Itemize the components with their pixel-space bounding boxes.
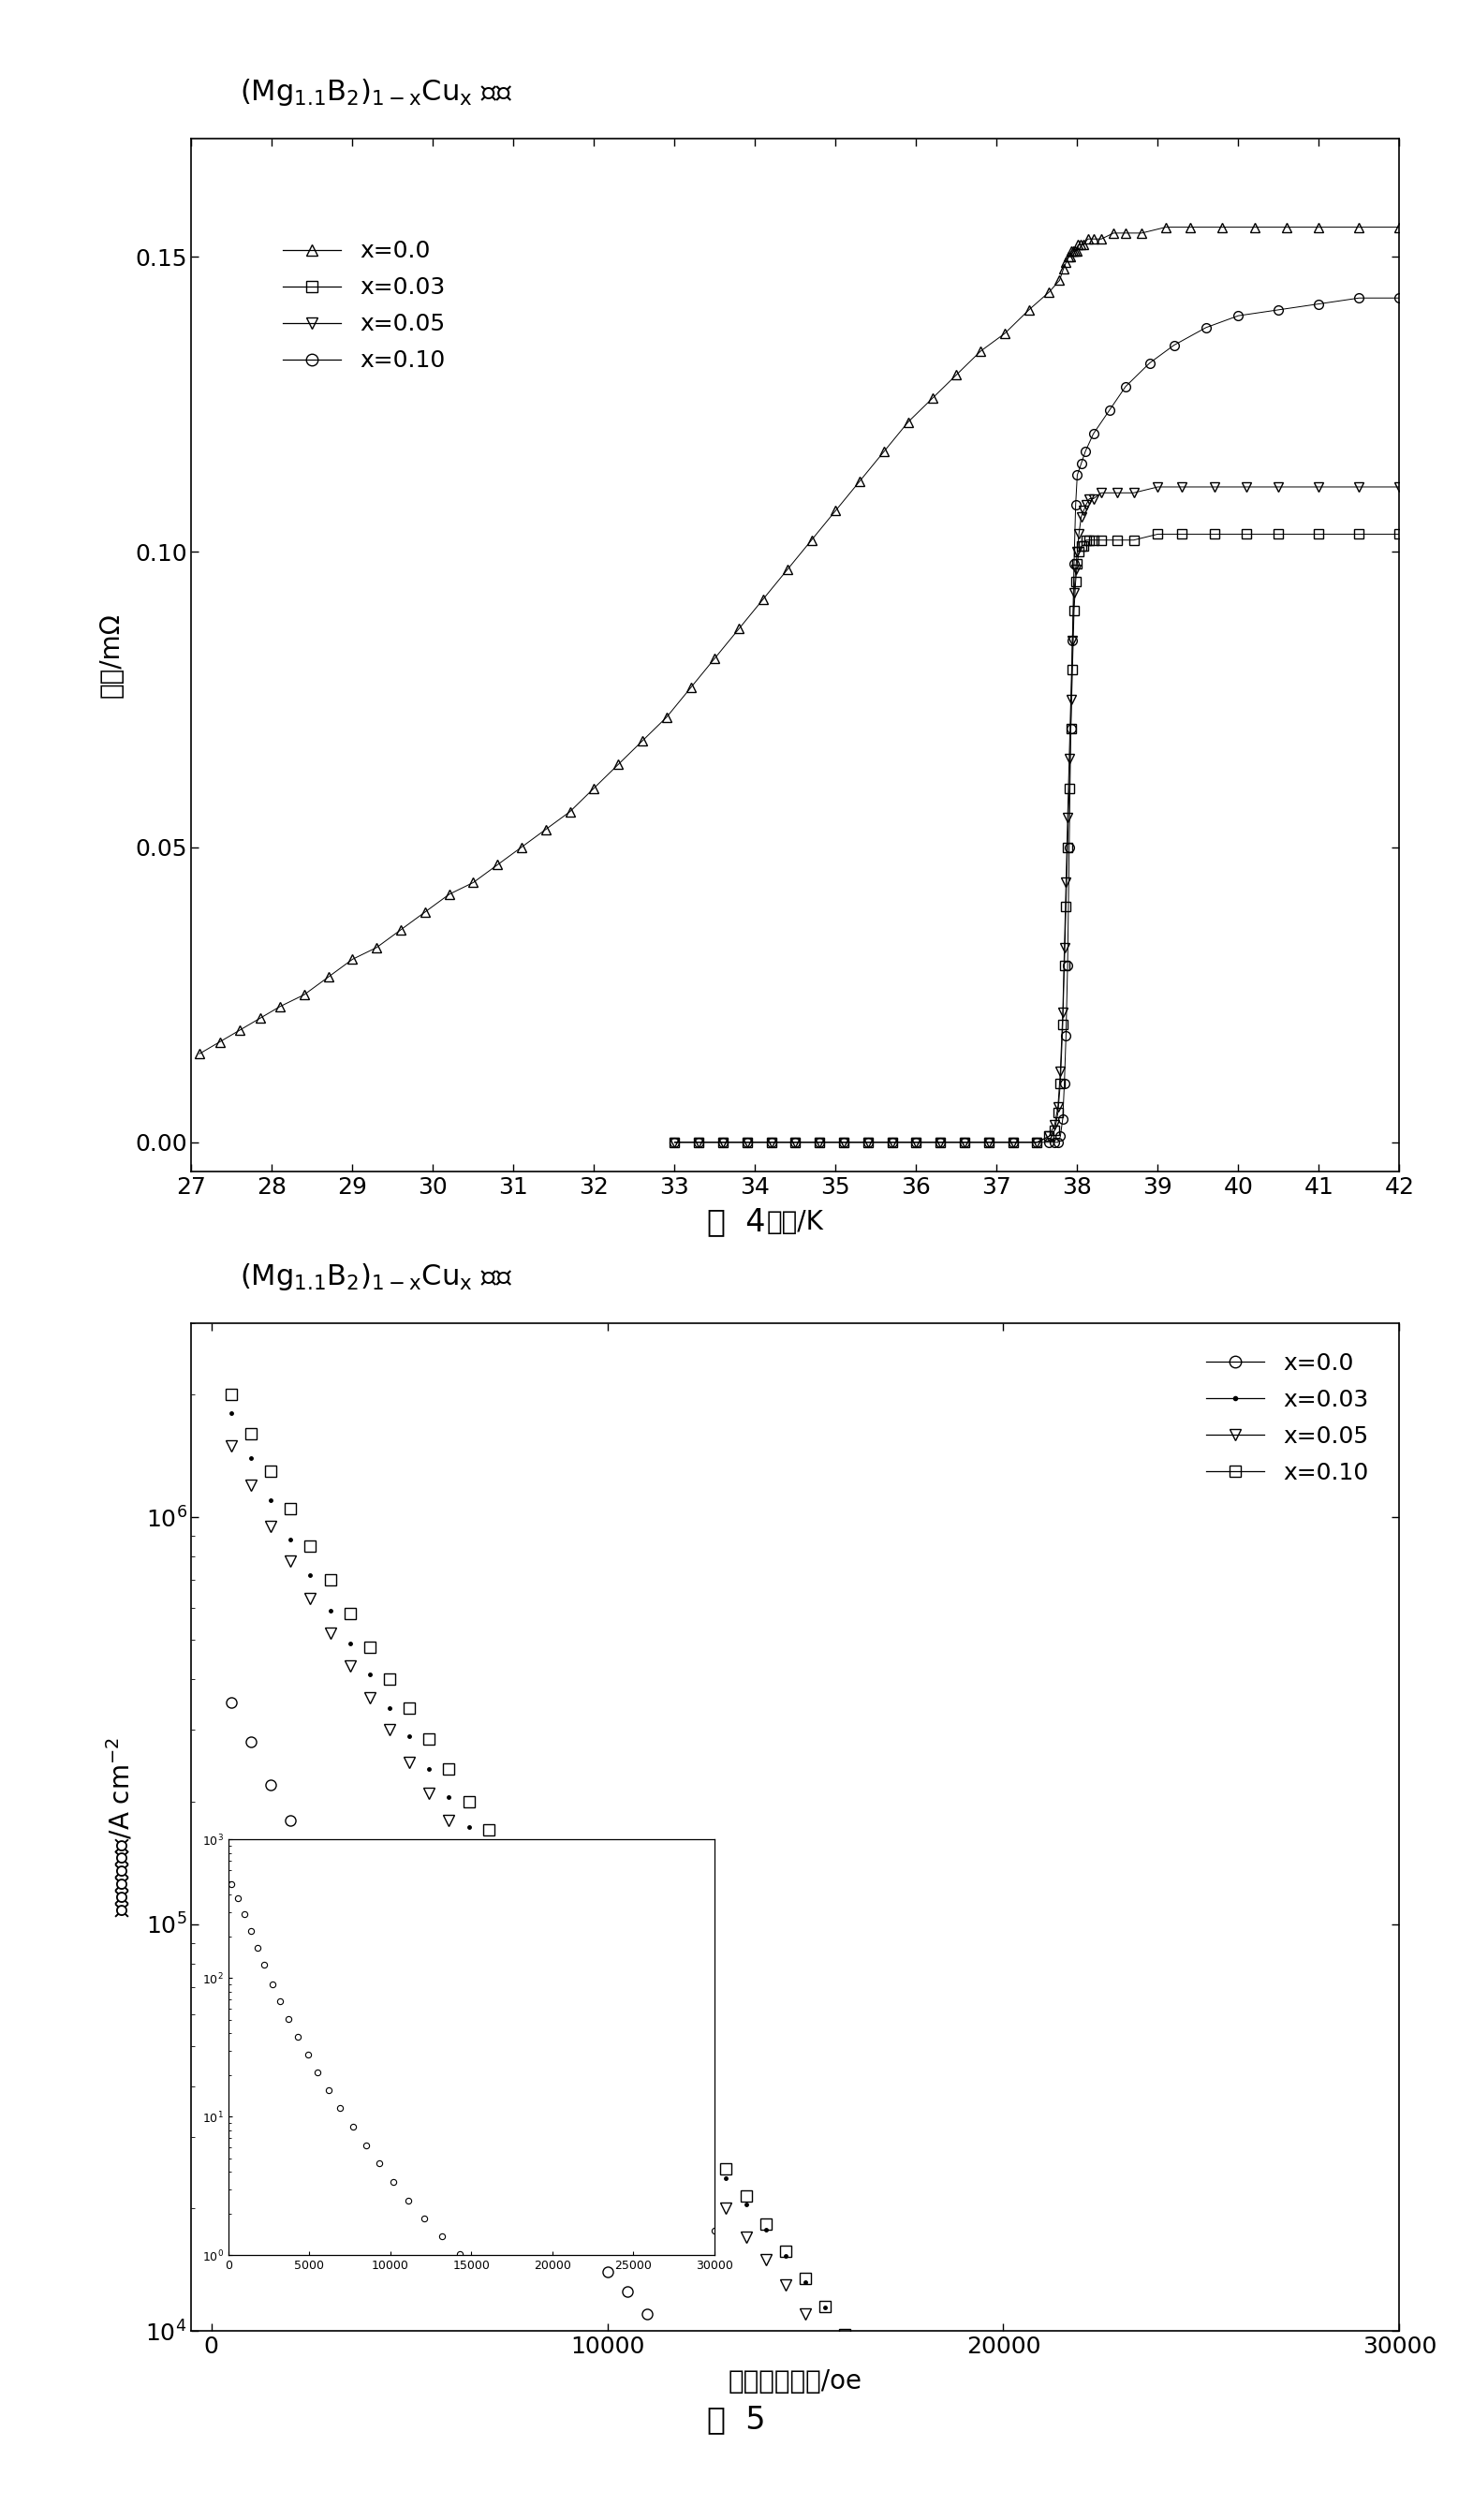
Y-axis label: 临界电流密度/A cm$^{-2}$: 临界电流密度/A cm$^{-2}$: [105, 1736, 136, 1918]
Legend: x=0.0, x=0.03, x=0.05, x=0.10: x=0.0, x=0.03, x=0.05, x=0.10: [1199, 1346, 1376, 1492]
Text: 图  5: 图 5: [707, 2404, 766, 2434]
Legend: x=0.0, x=0.03, x=0.05, x=0.10: x=0.0, x=0.03, x=0.05, x=0.10: [275, 232, 452, 378]
Text: 图  4: 图 4: [707, 1207, 766, 1237]
X-axis label: 温度/K: 温度/K: [767, 1210, 823, 1235]
X-axis label: 外加磁场强度/oe: 外加磁场强度/oe: [729, 2369, 862, 2394]
Text: $\rm (Mg_{1.1}B_2)_{1-x}Cu_x$ 试样: $\rm (Mg_{1.1}B_2)_{1-x}Cu_x$ 试样: [240, 1263, 513, 1293]
Y-axis label: 电阱/mΩ: 电阱/mΩ: [99, 612, 124, 698]
Text: $\rm (Mg_{1.1}B_2)_{1-x}Cu_x$ 试样: $\rm (Mg_{1.1}B_2)_{1-x}Cu_x$ 试样: [240, 76, 513, 108]
